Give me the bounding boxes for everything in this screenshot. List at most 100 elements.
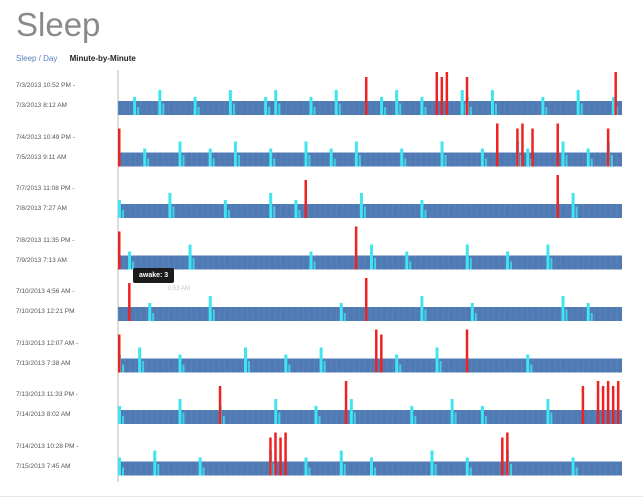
minute-tick xyxy=(280,358,282,373)
restless-mark xyxy=(546,244,550,270)
minute-tick xyxy=(263,461,265,476)
minute-tick xyxy=(526,307,528,321)
minute-tick xyxy=(302,204,304,218)
minute-tick xyxy=(190,307,192,321)
minute-tick xyxy=(241,255,243,270)
minute-tick xyxy=(426,255,427,270)
minute-tick xyxy=(325,101,327,115)
minute-tick xyxy=(347,461,349,476)
minute-tick xyxy=(386,461,388,476)
minute-tick xyxy=(599,255,601,270)
minute-tick xyxy=(202,410,203,424)
minute-tick xyxy=(213,358,215,373)
restless-mark xyxy=(405,251,409,270)
minute-tick xyxy=(403,410,405,424)
minute-tick xyxy=(498,152,500,167)
minute-tick xyxy=(157,307,159,321)
minute-tick xyxy=(146,204,147,218)
minute-tick xyxy=(353,101,355,115)
minute-tick xyxy=(252,101,254,115)
minute-tick xyxy=(594,255,595,270)
minute-tick xyxy=(364,461,366,476)
minute-tick xyxy=(218,204,220,218)
minute-tick xyxy=(554,152,556,167)
minute-tick xyxy=(610,461,612,476)
minute-tick xyxy=(308,101,310,115)
minute-tick xyxy=(151,152,153,167)
minute-tick xyxy=(560,307,562,321)
minute-tick xyxy=(532,358,534,373)
night-end-time: 7/10/2013 12:21 PM xyxy=(16,308,75,315)
minute-tick xyxy=(342,101,343,115)
restless-mark xyxy=(182,155,185,167)
minute-tick xyxy=(196,461,198,476)
minute-tick xyxy=(487,204,489,218)
restless-mark xyxy=(474,313,477,321)
minute-tick xyxy=(521,461,523,476)
awake-mark xyxy=(445,72,449,115)
restless-mark xyxy=(439,361,442,373)
restless-mark xyxy=(575,467,578,476)
minute-tick xyxy=(207,152,209,167)
minute-tick xyxy=(336,410,338,424)
minute-tick xyxy=(185,461,187,476)
awake-mark xyxy=(118,334,121,373)
minute-tick xyxy=(297,204,299,218)
restless-mark xyxy=(339,303,343,321)
minute-tick xyxy=(616,461,618,476)
minute-tick xyxy=(420,152,422,167)
minute-tick xyxy=(185,204,187,218)
awake-mark xyxy=(531,128,534,167)
restless-mark xyxy=(520,155,523,167)
restless-mark xyxy=(358,155,361,167)
night-label-2: 7/4/2013 10:49 PM - 7/5/2013 9:11 AM xyxy=(16,128,116,168)
tab-sleep-per-day[interactable]: Sleep / Day xyxy=(16,54,58,63)
minute-tick xyxy=(526,255,528,270)
awake-mark xyxy=(601,386,605,424)
minute-tick xyxy=(476,152,478,167)
minute-tick xyxy=(616,204,618,218)
awake-mark xyxy=(581,386,585,424)
minute-tick xyxy=(123,410,125,424)
minute-tick xyxy=(532,410,534,424)
minute-tick xyxy=(487,307,489,321)
minute-tick xyxy=(358,358,360,373)
minute-tick xyxy=(162,307,164,321)
minute-tick xyxy=(364,255,366,270)
minute-tick xyxy=(493,204,495,218)
minute-tick xyxy=(510,358,511,373)
minute-tick xyxy=(347,204,349,218)
awake-mark xyxy=(596,381,600,424)
minute-tick xyxy=(207,255,209,270)
minute-tick xyxy=(448,410,450,424)
minute-tick xyxy=(297,358,299,373)
minute-tick xyxy=(515,410,517,424)
restless-mark xyxy=(424,210,427,218)
night-label-5: 7/10/2013 4:56 AM - 7/10/2013 12:21 PM xyxy=(16,282,116,322)
minute-tick xyxy=(442,204,444,218)
minute-tick xyxy=(465,204,467,218)
minute-tick xyxy=(353,204,355,218)
minute-tick xyxy=(235,307,237,321)
minute-tick xyxy=(459,152,461,167)
tab-minute-by-minute[interactable]: Minute-by-Minute xyxy=(69,54,136,63)
minute-tick xyxy=(179,307,181,321)
minute-tick xyxy=(297,255,299,270)
minute-tick xyxy=(398,410,399,424)
restless-mark xyxy=(530,158,533,167)
minute-tick xyxy=(549,101,551,115)
night-end-time: 7/15/2013 7:45 AM xyxy=(16,462,71,470)
restless-mark xyxy=(148,303,152,321)
minute-tick xyxy=(538,461,539,476)
minute-tick xyxy=(605,461,607,476)
minute-tick xyxy=(459,255,461,270)
minute-tick xyxy=(414,358,416,373)
minute-tick xyxy=(196,204,198,218)
night-label-3: 7/7/2013 11:08 PM - 7/8/2013 7:27 AM xyxy=(16,179,116,219)
minute-tick xyxy=(448,101,450,115)
minute-tick xyxy=(487,152,489,167)
minute-tick xyxy=(493,461,495,476)
minute-tick xyxy=(330,358,332,373)
restless-mark xyxy=(278,103,281,115)
